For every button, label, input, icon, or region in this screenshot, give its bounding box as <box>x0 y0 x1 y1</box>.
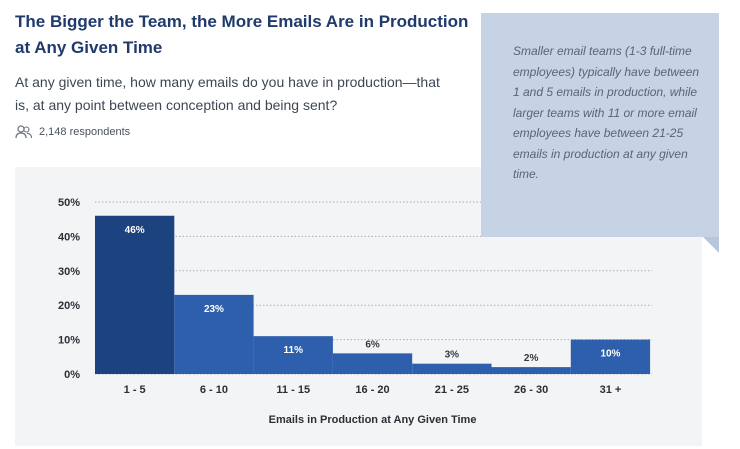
x-tick-label: 16 - 20 <box>355 384 389 396</box>
people-icon <box>15 125 33 139</box>
y-tick-label: 30% <box>58 266 80 278</box>
bar <box>570 339 651 374</box>
y-tick-label: 20% <box>58 300 80 312</box>
data-label: 11% <box>284 345 304 356</box>
data-label: 2% <box>524 353 539 364</box>
bar <box>253 336 333 374</box>
bar <box>332 353 413 374</box>
callout-text: Smaller email teams (1-3 full-time emplo… <box>513 44 700 181</box>
bar-chart: 0% 10% 20% 30% 40% 50% 46% 1 - 5 23% 6 - 10 11% 11 … <box>58 197 652 426</box>
x-tick-label: 21 - 25 <box>435 384 469 396</box>
x-tick-label: 1 - 5 <box>124 384 146 396</box>
y-tick-label: 10% <box>58 335 80 347</box>
callout-tail <box>703 237 719 253</box>
data-label: 23% <box>204 304 224 315</box>
respondents-label: 2,148 respondents <box>39 126 131 138</box>
survey-question: At any given time, how many emails do yo… <box>15 74 440 113</box>
y-tick-label: 40% <box>58 231 80 243</box>
bar <box>491 367 571 374</box>
respondents-count: 2,148 respondents <box>15 125 130 139</box>
x-tick-label: 26 - 30 <box>514 384 548 396</box>
data-label: 3% <box>445 350 460 361</box>
callout-box: Smaller email teams (1-3 full-time emplo… <box>481 13 719 237</box>
bar <box>95 215 175 374</box>
x-axis-title: Emails in Production at Any Given Time <box>269 414 477 426</box>
bar <box>174 294 254 374</box>
x-tick-label: 11 - 15 <box>276 384 310 396</box>
data-label: 10% <box>600 349 620 360</box>
x-tick-label: 6 - 10 <box>200 384 228 396</box>
bar <box>412 363 492 374</box>
x-tick-label: 31 + <box>600 384 622 396</box>
y-tick-label: 0% <box>64 369 80 381</box>
y-tick-label: 50% <box>58 197 80 209</box>
data-label: 6% <box>365 339 380 350</box>
data-label: 46% <box>125 225 145 236</box>
chart-title: The Bigger the Team, the More Emails Are… <box>15 12 469 57</box>
